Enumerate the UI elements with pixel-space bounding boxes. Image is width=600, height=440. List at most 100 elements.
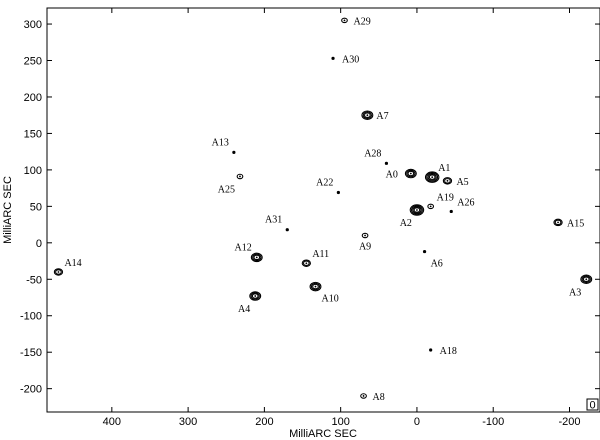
source-contour xyxy=(409,204,425,216)
source-label: A9 xyxy=(359,242,371,253)
source-label: A15 xyxy=(567,218,584,229)
y-tick-label: 100 xyxy=(24,165,42,177)
source-label: A3 xyxy=(569,287,581,298)
source-label: A30 xyxy=(342,54,359,65)
source-core xyxy=(343,19,346,22)
source-a0: A0 xyxy=(386,168,417,181)
source-label: A28 xyxy=(364,148,381,159)
source-dot xyxy=(336,190,340,195)
source-core xyxy=(429,205,432,208)
source-label: A2 xyxy=(400,218,412,229)
y-tick-label: 200 xyxy=(24,92,42,104)
source-contour xyxy=(412,206,422,214)
x-axis-title: MilliARC SEC xyxy=(289,428,357,440)
source-label: A1 xyxy=(438,163,450,174)
source-dot xyxy=(449,209,453,214)
source-contour xyxy=(360,393,367,399)
corner-badge-box xyxy=(586,398,599,411)
source-core xyxy=(416,209,418,211)
source-a25: A25 xyxy=(218,173,244,195)
source-contour xyxy=(252,253,262,262)
source-a9: A9 xyxy=(359,232,371,253)
source-core xyxy=(364,234,366,237)
source-contour xyxy=(361,110,374,120)
y-tick-label: -100 xyxy=(20,311,42,323)
source-contour xyxy=(554,219,562,226)
source-contour xyxy=(250,292,260,300)
source-a15: A15 xyxy=(553,218,584,229)
source-contour xyxy=(410,205,423,215)
y-tick-label: 150 xyxy=(24,128,42,140)
source-label: A26 xyxy=(457,197,474,208)
source-contour xyxy=(312,283,319,290)
source-core xyxy=(305,262,308,265)
source-core xyxy=(57,271,60,273)
source-a26: A26 xyxy=(449,197,474,214)
source-label: A11 xyxy=(312,249,329,260)
source-label: A14 xyxy=(64,258,81,269)
source-a14: A14 xyxy=(53,258,82,276)
source-dot xyxy=(285,228,289,232)
source-contour xyxy=(427,203,435,210)
source-label: A6 xyxy=(431,259,443,270)
source-core xyxy=(431,176,434,179)
source-a2: A2 xyxy=(400,204,425,229)
source-core xyxy=(362,395,365,397)
y-tick-label: -150 xyxy=(20,347,42,359)
source-label: A0 xyxy=(386,170,398,181)
source-core xyxy=(314,285,317,288)
source-label: A10 xyxy=(321,294,338,305)
source-core xyxy=(409,172,412,175)
x-axis: 400 300 200 100 0 -100 -200 xyxy=(103,8,581,428)
y-tick-label: 0 xyxy=(36,238,42,250)
source-contour xyxy=(444,178,451,184)
source-contour xyxy=(424,171,440,183)
source-contour xyxy=(309,281,322,292)
source-contour xyxy=(249,291,262,301)
y-axis: 300 250 200 150 100 50 0 -50 -100 -150 -200 xyxy=(20,19,600,396)
source-a10: A10 xyxy=(309,281,339,305)
source-a4: A4 xyxy=(238,291,262,315)
source-dot xyxy=(331,56,335,60)
source-a31: A31 xyxy=(265,215,289,232)
source-contour xyxy=(364,112,371,118)
source-contour xyxy=(428,174,436,180)
source-contour xyxy=(413,207,421,213)
source-core xyxy=(239,175,241,178)
source-a7: A7 xyxy=(361,110,389,122)
source-contour xyxy=(53,268,64,276)
source-a22: A22 xyxy=(316,177,340,195)
x-tick-label: 100 xyxy=(331,416,349,428)
source-label: A8 xyxy=(373,392,385,403)
source-a8: A8 xyxy=(360,392,385,403)
source-dot xyxy=(384,161,389,165)
corner-badge-text: 0 xyxy=(589,400,595,412)
source-label: A18 xyxy=(440,346,457,357)
source-a3: A3 xyxy=(569,274,593,298)
source-a11: A11 xyxy=(301,249,329,267)
corner-badge: 0 xyxy=(586,398,599,412)
source-label: A22 xyxy=(316,177,333,188)
source-contour xyxy=(427,173,437,181)
x-tick-label: 0 xyxy=(414,416,420,428)
source-contour xyxy=(404,168,417,179)
source-contour xyxy=(581,275,591,284)
source-a30: A30 xyxy=(331,54,359,65)
source-a5: A5 xyxy=(442,177,469,188)
y-tick-label: 300 xyxy=(24,19,42,31)
plot-frame xyxy=(46,7,600,413)
source-label: A29 xyxy=(353,16,370,27)
source-core xyxy=(557,221,559,224)
source-contour xyxy=(442,177,453,185)
x-tick-label: -100 xyxy=(482,416,504,428)
source-label: A13 xyxy=(212,137,229,148)
source-dot xyxy=(422,249,427,254)
source-a18: A18 xyxy=(429,346,457,357)
source-label: A5 xyxy=(456,177,468,188)
source-label: A25 xyxy=(218,184,235,195)
source-contour xyxy=(236,173,244,180)
source-contour xyxy=(251,293,259,299)
source-a6: A6 xyxy=(422,249,443,270)
source-a13: A13 xyxy=(212,137,236,154)
